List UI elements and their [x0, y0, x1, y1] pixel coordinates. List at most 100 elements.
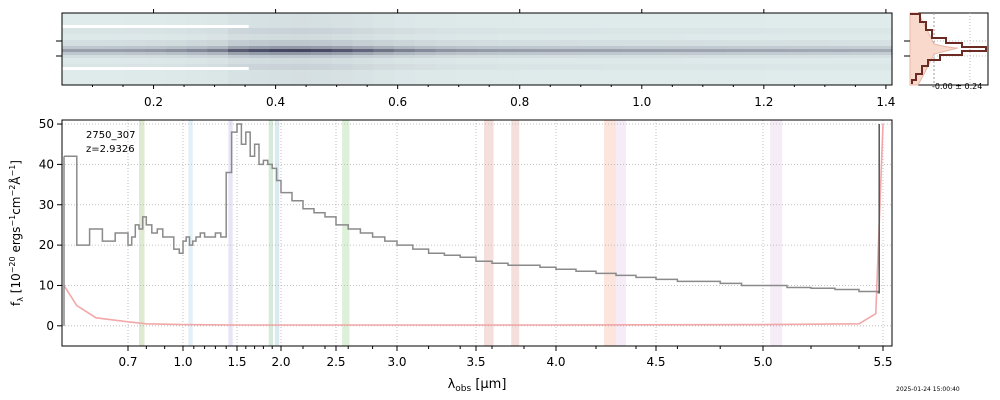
- heatmap-cell: [62, 13, 84, 17]
- heatmap-cell: [331, 49, 354, 53]
- heatmap-cell: [809, 43, 831, 47]
- heatmap-cell: [746, 67, 769, 71]
- heatmap-cell: [788, 16, 810, 20]
- heatmap-cell: [165, 64, 188, 68]
- y-tick-label: 30: [39, 198, 54, 212]
- spectrum-2d-xtick-label: 0.6: [388, 95, 407, 109]
- heatmap-cell: [663, 40, 686, 44]
- heatmap-cell: [767, 49, 789, 53]
- heatmap-cell: [394, 40, 416, 44]
- heatmap-cell: [145, 28, 167, 32]
- heatmap-cell: [124, 61, 146, 65]
- heatmap-cell: [829, 79, 852, 83]
- heatmap-cell: [871, 46, 893, 50]
- heatmap-cell: [643, 34, 665, 38]
- heatmap-cell: [684, 79, 706, 83]
- heatmap-cell: [560, 52, 582, 56]
- heatmap-cell: [580, 49, 603, 53]
- heatmap-cell: [497, 58, 520, 62]
- heatmap-cell: [165, 43, 188, 47]
- heatmap-cell: [414, 58, 437, 62]
- heatmap-cell: [809, 22, 831, 26]
- heatmap-cell: [705, 46, 727, 50]
- heatmap-cell: [435, 52, 457, 56]
- heatmap-cell: [269, 82, 291, 86]
- heatmap-cell: [497, 31, 520, 35]
- heatmap-cell: [497, 37, 520, 41]
- heatmap-cell: [622, 61, 644, 65]
- heatmap-cell: [850, 43, 872, 47]
- heatmap-cell: [663, 22, 686, 26]
- spectrum-2d-frame: [61, 12, 893, 86]
- heatmap-cell: [145, 22, 167, 26]
- heatmap-cell: [560, 82, 582, 86]
- heatmap-cell: [809, 46, 831, 50]
- heatmap-cell: [829, 19, 852, 23]
- heatmap-cell: [124, 67, 146, 71]
- heatmap-cell: [560, 22, 582, 26]
- heatmap-cell: [311, 55, 333, 59]
- heatmap-cell: [643, 43, 665, 47]
- heatmap-cell: [663, 34, 686, 38]
- heatmap-cell: [82, 64, 105, 68]
- heatmap-cell: [414, 22, 437, 26]
- heatmap-cell: [456, 34, 478, 38]
- heatmap-cell: [560, 28, 582, 32]
- heatmap-cell: [580, 40, 603, 44]
- heatmap-cell: [726, 49, 748, 53]
- heatmap-cell: [601, 25, 623, 29]
- heatmap-cell: [228, 37, 250, 41]
- heatmap-cell: [601, 70, 623, 74]
- heatmap-cell: [829, 58, 852, 62]
- heatmap-cell: [62, 46, 84, 50]
- heatmap-cell: [290, 43, 312, 47]
- heatmap-cell: [746, 13, 769, 17]
- heatmap-cell: [228, 28, 250, 32]
- heatmap-cell: [186, 64, 208, 68]
- heatmap-cell: [767, 58, 789, 62]
- line-band: [274, 120, 280, 346]
- heatmap-cell: [352, 52, 374, 56]
- heatmap-cell: [456, 73, 478, 77]
- heatmap-cell: [601, 79, 623, 83]
- heatmap-cell: [477, 40, 499, 44]
- heatmap-cell: [601, 52, 623, 56]
- heatmap-cell: [788, 40, 810, 44]
- heatmap-cell: [518, 64, 540, 68]
- heatmap-cell: [829, 34, 852, 38]
- heatmap-cell: [518, 58, 540, 62]
- heatmap-cell: [414, 67, 437, 71]
- heatmap-cell: [601, 43, 623, 47]
- heatmap-cell: [477, 34, 499, 38]
- heatmap-cell: [746, 19, 769, 23]
- heatmap-cell: [767, 46, 789, 50]
- heatmap-cell: [809, 40, 831, 44]
- heatmap-cell: [663, 28, 686, 32]
- heatmap-cell: [290, 25, 312, 29]
- line-band: [342, 120, 350, 346]
- heatmap-cell: [103, 13, 125, 17]
- heatmap-cell: [580, 16, 603, 20]
- heatmap-cell: [228, 61, 250, 65]
- heatmap-cell: [539, 22, 561, 26]
- heatmap-cell: [643, 70, 665, 74]
- heatmap-cell: [767, 61, 789, 65]
- heatmap-cell: [352, 70, 374, 74]
- heatmap-cell: [103, 52, 125, 56]
- heatmap-cell: [622, 37, 644, 41]
- heatmap-cell: [165, 46, 188, 50]
- heatmap-cell: [767, 82, 789, 86]
- heatmap-cell: [165, 25, 188, 29]
- heatmap-cell: [352, 34, 374, 38]
- heatmap-cell: [767, 37, 789, 41]
- heatmap-cell: [726, 76, 748, 80]
- heatmap-cell: [248, 76, 271, 80]
- heatmap-cell: [165, 67, 188, 71]
- heatmap-cell: [269, 13, 291, 17]
- heatmap-cell: [82, 25, 105, 29]
- heatmap-cell: [829, 31, 852, 35]
- heatmap-cell: [394, 19, 416, 23]
- series-group: [63, 123, 884, 326]
- heatmap-cell: [518, 43, 540, 47]
- heatmap-cell: [373, 37, 395, 41]
